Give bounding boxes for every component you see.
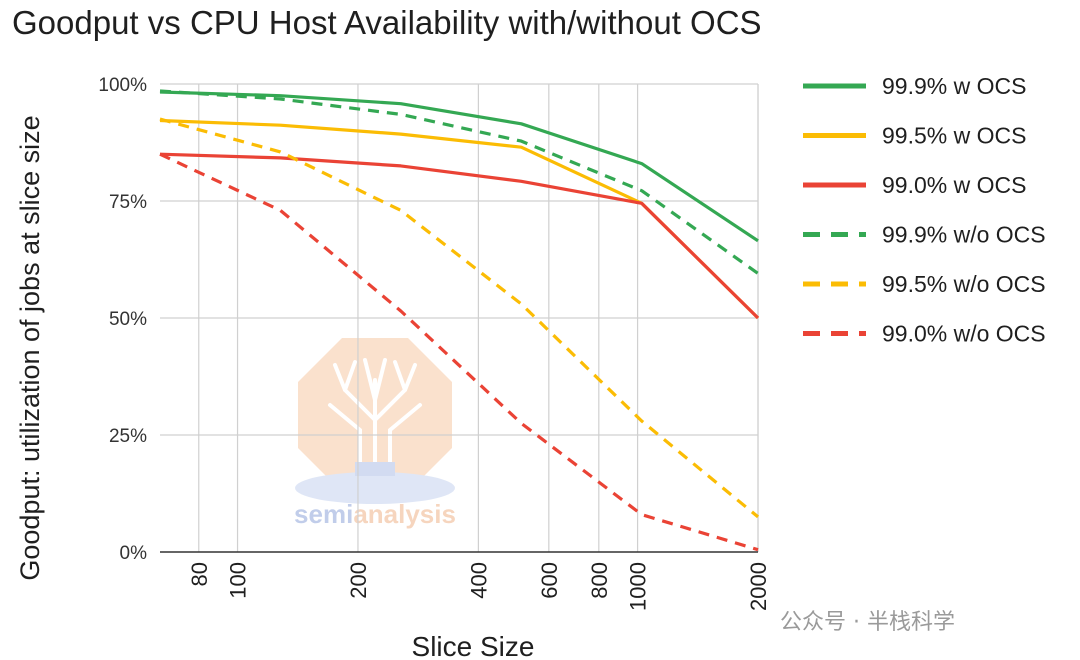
watermark-base [295, 472, 455, 504]
y-tick-label: 75% [109, 192, 147, 213]
series-line-5 [159, 117, 760, 519]
y-axis-label: Goodput: utilization of jobs at slice si… [15, 115, 45, 580]
axes: 0% 25% 50% 75% 100% 80 100 200 400 600 800 1000 2000 [98, 75, 771, 611]
series-layer [159, 89, 760, 552]
x-tick-label: 600 [537, 562, 562, 599]
y-tick-label: 100% [98, 75, 147, 96]
y-tick-label: 25% [109, 426, 147, 447]
series-line-1 [159, 90, 759, 243]
y-tick-label: 0% [120, 543, 148, 564]
legend-label: 99.9% w/o OCS [882, 222, 1046, 248]
legend-label: 99.9% w OCS [882, 73, 1026, 99]
x-tick-label: 200 [346, 562, 371, 599]
legend: 99.9% w OCS 99.5% w OCS 99.0% w OCS 99.9% w… [803, 73, 1046, 347]
series-line-2 [159, 118, 760, 320]
watermark-text-part1: semi [294, 499, 353, 529]
grid [160, 83, 759, 552]
series-line-6 [159, 152, 759, 552]
tree-icon [328, 358, 422, 472]
x-axis-label: Slice Size [412, 631, 535, 660]
legend-label: 99.0% w OCS [882, 172, 1026, 198]
legend-label: 99.0% w/o OCS [882, 321, 1046, 347]
series-line-4 [159, 89, 759, 275]
watermark-text-part2: analysis [353, 499, 456, 529]
x-tick-label: 2000 [746, 562, 771, 611]
x-tick-label: 1000 [626, 562, 651, 611]
watermark-text: semianalysis [294, 499, 456, 529]
watermark-pot [355, 462, 395, 476]
y-tick-label: 50% [109, 309, 147, 330]
legend-label: 99.5% w/o OCS [882, 271, 1046, 297]
x-tick-label: 400 [466, 562, 491, 599]
x-tick-label: 80 [187, 562, 212, 586]
x-tick-label: 100 [226, 562, 251, 599]
x-tick-label: 800 [587, 562, 612, 599]
footer-watermark: 公众号 · 半栈科学 [780, 610, 955, 635]
chart-title: Goodput vs CPU Host Availability with/wi… [12, 4, 762, 41]
series-line-3 [159, 152, 760, 320]
semianalysis-watermark: semianalysis [294, 338, 456, 529]
legend-label: 99.5% w OCS [882, 123, 1026, 149]
